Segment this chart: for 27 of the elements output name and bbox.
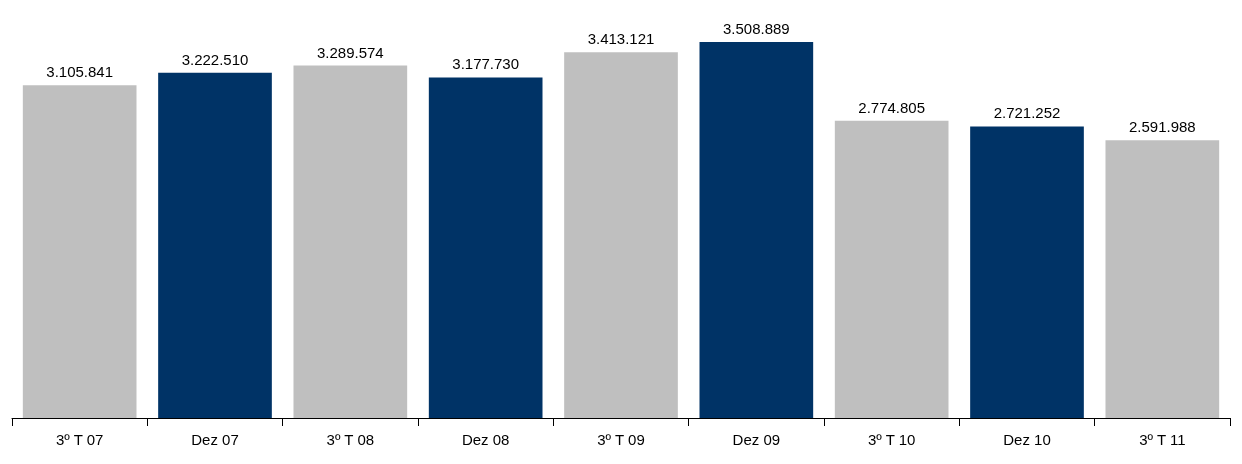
data-label: 2.721.252 [993,104,1061,122]
data-label: 3.177.730 [452,55,520,73]
data-label: 2.774.805 [858,98,926,116]
bar [22,85,137,418]
data-label: 3.289.574 [316,43,384,61]
data-label: 3.105.841 [46,63,114,81]
x-tick-label: 3º T 10 [867,431,916,448]
bar [428,77,543,418]
bar [970,126,1084,418]
x-tick-label: 3º T 07 [55,431,104,448]
data-label: 3.413.121 [587,30,655,48]
x-tick-label: 3º T 11 [1139,431,1186,448]
x-tick-label: Dez 08 [461,431,510,448]
x-tick-label: Dez 10 [1003,431,1051,448]
bar [1105,140,1220,418]
x-tick-label: 3º T 08 [326,431,375,448]
bar [293,65,408,418]
bar [158,72,272,418]
data-label: 3.508.889 [722,20,790,37]
data-label: 3.222.510 [181,50,249,68]
x-tick-label: 3º T 09 [597,431,645,448]
bar [699,42,814,418]
bar [564,52,678,418]
bar [834,120,949,418]
x-tick-label: Dez 07 [191,431,239,448]
x-tick-label: Dez 09 [732,431,781,448]
data-label: 2.591.988 [1128,118,1196,136]
